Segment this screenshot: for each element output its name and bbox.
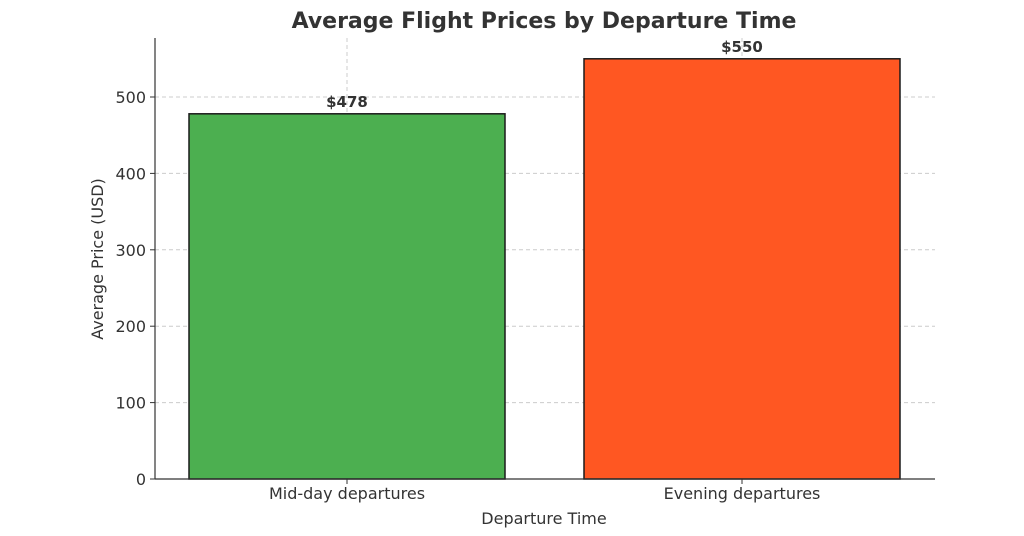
x-axis-label: Departure Time (481, 509, 606, 528)
chart-title: Average Flight Prices by Departure Time (292, 9, 797, 34)
tick-labels: 0 100 200 300 400 500 Mid-day departures Evenin… (115, 88, 820, 503)
y-tick-label: 300 (115, 241, 146, 260)
y-tick-label: 500 (115, 88, 146, 107)
bar-evening-departures (583, 58, 901, 480)
y-tick-label: 400 (115, 164, 146, 183)
data-label: $550 (721, 38, 763, 56)
data-labels: $478 $550 (326, 38, 763, 111)
y-tick-label: 100 (115, 394, 146, 413)
axes (154, 38, 935, 480)
data-label: $478 (326, 93, 368, 111)
y-tick-label: 200 (115, 317, 146, 336)
y-tick-label: 0 (136, 470, 146, 489)
bars (188, 58, 901, 480)
bar-mid-day-departures (188, 113, 506, 480)
x-tick-label: Mid-day departures (269, 484, 425, 503)
x-tick-label: Evening departures (664, 484, 821, 503)
y-axis-label: Average Price (USD) (88, 178, 107, 340)
